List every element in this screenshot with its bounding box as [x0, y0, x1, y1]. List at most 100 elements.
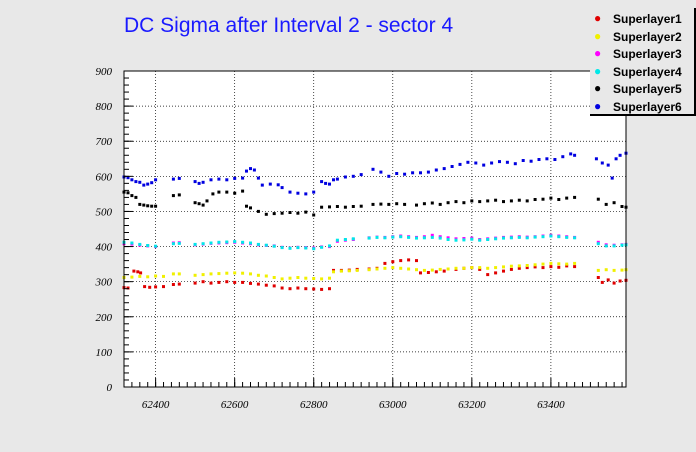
point-superlayer2: [146, 275, 150, 279]
point-superlayer5: [494, 198, 498, 202]
point-superlayer6: [296, 191, 300, 195]
point-superlayer2: [462, 266, 466, 270]
point-superlayer4: [470, 237, 474, 241]
point-superlayer6: [197, 181, 201, 185]
point-superlayer4: [177, 241, 181, 245]
point-superlayer5: [304, 210, 308, 214]
point-superlayer2: [383, 266, 387, 270]
point-superlayer5: [197, 202, 201, 206]
point-superlayer6: [217, 177, 221, 181]
point-superlayer4: [193, 242, 197, 246]
legend-marker: ●: [594, 46, 602, 60]
point-superlayer1: [442, 269, 446, 273]
point-superlayer5: [387, 202, 391, 206]
point-superlayer6: [332, 178, 335, 182]
point-superlayer1: [525, 266, 529, 270]
data-points: [122, 151, 628, 291]
point-superlayer1: [502, 269, 505, 273]
point-superlayer6: [252, 168, 256, 172]
point-superlayer1: [426, 271, 430, 274]
point-superlayer6: [482, 163, 486, 167]
point-superlayer5: [371, 202, 375, 206]
point-superlayer1: [600, 280, 604, 284]
y-tick-label: 800: [96, 101, 113, 113]
point-superlayer6: [371, 167, 375, 171]
point-superlayer4: [249, 241, 252, 245]
point-superlayer5: [557, 198, 561, 201]
point-superlayer2: [296, 276, 300, 279]
point-superlayer2: [320, 277, 324, 281]
legend-item-superlayer3: ● Superlayer3: [590, 45, 694, 63]
point-superlayer2: [454, 266, 458, 270]
x-tick-label: 63000: [379, 399, 407, 411]
y-tick-label: 600: [96, 171, 113, 183]
point-superlayer2: [130, 275, 134, 279]
point-superlayer4: [391, 235, 395, 239]
legend-marker: ●: [594, 81, 602, 95]
x-tick-label: 62600: [221, 399, 249, 411]
point-superlayer6: [458, 162, 462, 166]
point-superlayer2: [502, 265, 505, 269]
point-superlayer1: [288, 287, 292, 291]
point-superlayer6: [573, 153, 577, 157]
point-superlayer6: [359, 173, 363, 177]
point-superlayer1: [618, 279, 622, 283]
point-superlayer2: [162, 274, 165, 278]
point-superlayer4: [146, 244, 150, 247]
point-superlayer1: [225, 280, 229, 284]
point-superlayer2: [201, 273, 205, 277]
point-superlayer1: [328, 287, 331, 291]
point-superlayer6: [553, 158, 557, 161]
point-superlayer5: [233, 191, 237, 195]
point-superlayer2: [193, 273, 197, 277]
point-superlayer6: [280, 186, 284, 190]
point-superlayer2: [604, 268, 608, 272]
point-superlayer4: [430, 235, 434, 239]
point-superlayer6: [138, 180, 142, 184]
point-superlayer6: [411, 171, 415, 175]
point-superlayer1: [256, 282, 260, 286]
point-superlayer4: [549, 234, 553, 238]
point-superlayer1: [209, 281, 213, 285]
legend-label: Superlayer2: [613, 29, 682, 44]
point-superlayer4: [304, 246, 308, 250]
point-superlayer6: [225, 178, 229, 182]
point-superlayer6: [537, 158, 541, 161]
point-superlayer4: [296, 246, 300, 250]
point-superlayer5: [415, 203, 418, 207]
point-superlayer4: [225, 240, 229, 244]
point-superlayer4: [130, 241, 134, 245]
point-superlayer5: [256, 209, 260, 213]
point-superlayer6: [276, 183, 280, 187]
point-superlayer6: [320, 180, 324, 184]
point-superlayer5: [154, 204, 158, 208]
point-superlayer2: [328, 276, 331, 280]
point-superlayer6: [614, 157, 618, 161]
legend-item-superlayer1: ● Superlayer1: [590, 10, 694, 28]
point-superlayer5: [403, 202, 407, 206]
point-superlayer6: [256, 176, 260, 180]
point-superlayer2: [177, 272, 181, 276]
point-superlayer2: [573, 261, 577, 265]
point-superlayer1: [549, 265, 553, 269]
point-superlayer4: [502, 236, 505, 240]
point-superlayer2: [154, 274, 158, 278]
point-superlayer5: [422, 202, 426, 206]
point-superlayer1: [606, 278, 610, 282]
x-tick-label: 63400: [537, 399, 565, 411]
point-superlayer5: [438, 202, 442, 206]
point-superlayer4: [351, 237, 355, 241]
point-superlayer6: [328, 182, 331, 186]
point-superlayer5: [517, 198, 521, 202]
point-superlayer2: [596, 268, 600, 272]
point-superlayer4: [494, 237, 498, 241]
point-superlayer1: [272, 284, 276, 288]
point-superlayer4: [407, 235, 411, 239]
point-superlayer4: [486, 238, 490, 241]
point-superlayer5: [205, 199, 209, 203]
point-superlayer5: [470, 199, 474, 203]
point-superlayer5: [272, 212, 276, 216]
point-superlayer5: [525, 199, 529, 203]
point-superlayer2: [486, 266, 490, 270]
point-superlayer2: [375, 267, 379, 271]
